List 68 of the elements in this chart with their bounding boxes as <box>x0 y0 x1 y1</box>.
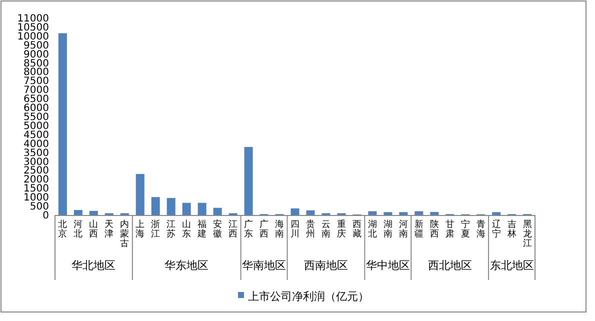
legend-label: 上市公司净利润（亿元） <box>248 290 369 303</box>
text: 西南地区 <box>304 259 348 272</box>
x-tick-label: 吉林 <box>506 219 516 240</box>
x-tick-label: 江苏 <box>166 219 176 240</box>
x-tick-label: 云南 <box>321 220 330 240</box>
text: 东北地区 <box>490 259 534 272</box>
x-tick-label: 贵州 <box>306 219 315 240</box>
x-tick-label: 北京 <box>58 219 68 240</box>
x-tick-label: 山东 <box>182 219 192 240</box>
bar <box>244 146 253 215</box>
y-tick-label: 10500 <box>17 22 49 34</box>
y-tick-label: 9000 <box>24 49 49 60</box>
bar <box>414 211 424 215</box>
bar <box>151 197 160 215</box>
text: 华南地区 <box>242 259 286 272</box>
bar <box>166 198 176 215</box>
y-tick-label: 4500 <box>24 130 49 141</box>
text: 华东地区 <box>164 259 209 272</box>
x-tick-label: 安徽 <box>213 219 222 240</box>
x-tick-label: 西藏 <box>352 220 362 240</box>
bar <box>213 208 222 215</box>
bar <box>399 212 408 215</box>
bar <box>198 202 206 215</box>
bar <box>74 210 82 215</box>
x-tick-label: 黑龙江 <box>522 219 532 249</box>
x-tick-label: 海南 <box>275 219 284 240</box>
bar <box>430 212 439 215</box>
bar <box>384 212 392 215</box>
x-tick-label: 辽宁 <box>492 219 501 240</box>
y-tick-label: 10000 <box>17 31 49 42</box>
x-tick-label: 广西 <box>260 219 269 240</box>
x-tick-label: 天津 <box>104 219 114 240</box>
x-tick-label: 河南 <box>398 219 408 240</box>
y-tick-label: 9500 <box>24 40 49 52</box>
bar <box>89 210 98 215</box>
text: 华北地区 <box>72 259 116 272</box>
x-tick-label: 湖南 <box>383 219 392 240</box>
x-tick-label: 山西 <box>89 219 98 240</box>
x-tick-label: 甘肃 <box>445 219 454 240</box>
x-tick-label: 浙江 <box>151 219 160 240</box>
x-tick-label: 湖北 <box>368 219 377 240</box>
x-tick-label: 四川 <box>290 220 300 240</box>
x-tick-label: 江西 <box>228 219 238 240</box>
y-tick-label: 5000 <box>24 120 49 132</box>
bar <box>182 202 191 215</box>
y-tick-label: 5500 <box>24 112 49 123</box>
x-tick-label: 内蒙古 <box>120 219 130 249</box>
bar <box>136 174 144 215</box>
x-tick-label: 广东 <box>244 219 254 240</box>
x-tick-label: 上海 <box>136 219 145 240</box>
y-tick-label: 0 <box>42 210 49 222</box>
bar <box>368 211 377 215</box>
bar <box>306 210 315 215</box>
x-tick-label: 陕西 <box>430 219 439 240</box>
x-tick-label: 福建 <box>196 219 207 240</box>
bar <box>492 212 501 215</box>
bar <box>58 33 67 215</box>
text: 华中地区 <box>366 259 410 272</box>
x-tick-label: 新疆 <box>414 219 424 240</box>
bar <box>290 208 300 215</box>
y-tick-label: 11000 <box>17 14 49 24</box>
x-tick-label: 青海 <box>476 219 486 240</box>
text: 西北地区 <box>428 259 472 272</box>
x-tick-label: 重庆 <box>336 219 346 240</box>
x-tick-label: 河北 <box>74 219 83 240</box>
x-tick-label: 宁夏 <box>460 219 470 240</box>
y-tick-label: 4000 <box>24 138 49 150</box>
y-tick-label: 3500 <box>24 148 49 159</box>
